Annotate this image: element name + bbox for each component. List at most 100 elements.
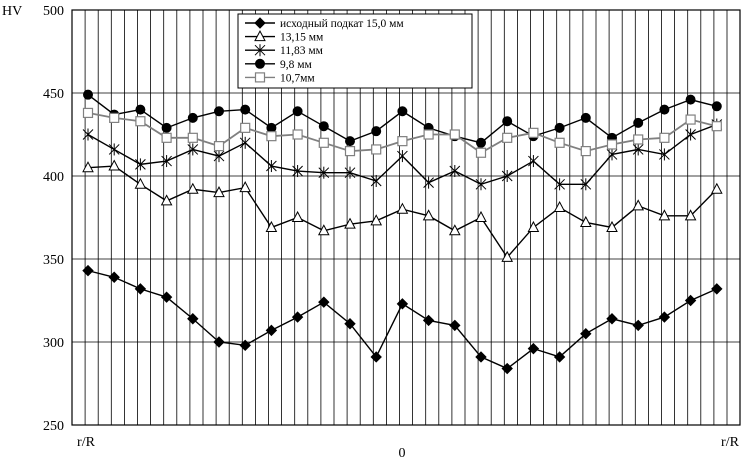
data-point [449,129,460,140]
data-point [186,182,199,194]
x-tick-label: 0 [399,446,406,461]
data-point [711,283,723,295]
y-tick-label: 300 [43,336,64,351]
data-point [292,106,303,117]
x-axis-ticks: r/R 0 r/R [77,435,740,461]
data-point [423,129,434,140]
y-tick-label: 350 [43,253,64,268]
data-point [684,294,697,307]
data-point [448,224,461,236]
data-point [187,132,198,143]
x-tick-label: r/R [77,435,96,450]
data-point [396,298,409,310]
legend-item: исходный подкат 15,0 мм [245,17,404,30]
data-point [685,128,696,141]
data-point [82,161,94,173]
data-point [345,136,355,147]
data-point [501,250,514,262]
data-point [422,209,435,221]
data-point [213,336,225,348]
data-point [265,220,278,232]
data-point [109,112,120,124]
data-point [254,17,266,29]
data-point [292,129,303,140]
data-point [632,143,644,156]
data-point [633,117,644,128]
data-point [554,137,565,148]
data-point [684,209,697,221]
data-point [213,141,225,152]
data-point [318,166,330,179]
data-point [659,132,670,143]
data-point [135,116,146,127]
data-point [371,144,382,155]
data-point [161,132,172,143]
data-point [528,127,539,138]
data-point [580,112,591,123]
plot-area-border [71,9,741,426]
legend-label: 9,8 мм [280,59,313,71]
data-point [187,143,199,156]
data-point [187,112,198,123]
data-point [82,128,94,141]
data-point [554,122,565,133]
data-point [606,139,618,150]
y-tick-label: 400 [43,170,64,185]
legend-label: 11,83 мм [280,45,324,57]
data-point [370,214,383,226]
data-point [344,166,356,179]
data-point [239,181,252,193]
data-point [214,106,224,117]
data-point [266,131,277,142]
series [82,118,723,191]
data-point [134,177,147,189]
data-point [318,296,330,308]
data-point [134,283,147,295]
data-point [108,271,120,283]
data-point [685,114,696,125]
data-point [370,174,382,187]
data-point [580,178,592,191]
data-point [476,137,486,148]
data-point [658,311,671,323]
data-point [213,186,225,198]
data-point [265,324,278,337]
data-point [502,116,513,127]
data-point [527,220,540,232]
legend-item: 11,83 мм [245,44,324,57]
data-point [255,58,265,69]
legend-label: 13,15 мм [280,32,324,44]
data-point [266,160,277,173]
data-point [422,314,435,327]
data-point [291,311,304,323]
data-point [240,104,251,115]
data-point [449,319,461,332]
data-point [475,178,487,191]
data-point [527,342,540,355]
y-axis-label: HV [2,4,22,19]
data-point [266,122,277,133]
legend-item: 13,15 мм [245,30,324,44]
series [82,159,723,262]
data-point [160,194,173,206]
legend-item: 10,7мм [245,72,315,84]
data-point [240,122,251,133]
data-point [501,362,513,375]
data-point [580,327,592,340]
y-tick-label: 500 [43,4,64,19]
legend-item: 9,8 мм [245,58,313,71]
data-point [108,143,120,156]
data-point [475,147,487,158]
data-point [370,351,382,363]
series [82,264,723,375]
series [82,107,722,158]
data-point [658,209,671,221]
data-point [83,89,93,100]
data-point [606,313,618,325]
data-point [239,339,251,352]
data-point [423,176,434,189]
legend-box [237,13,473,89]
data-point [475,351,487,363]
